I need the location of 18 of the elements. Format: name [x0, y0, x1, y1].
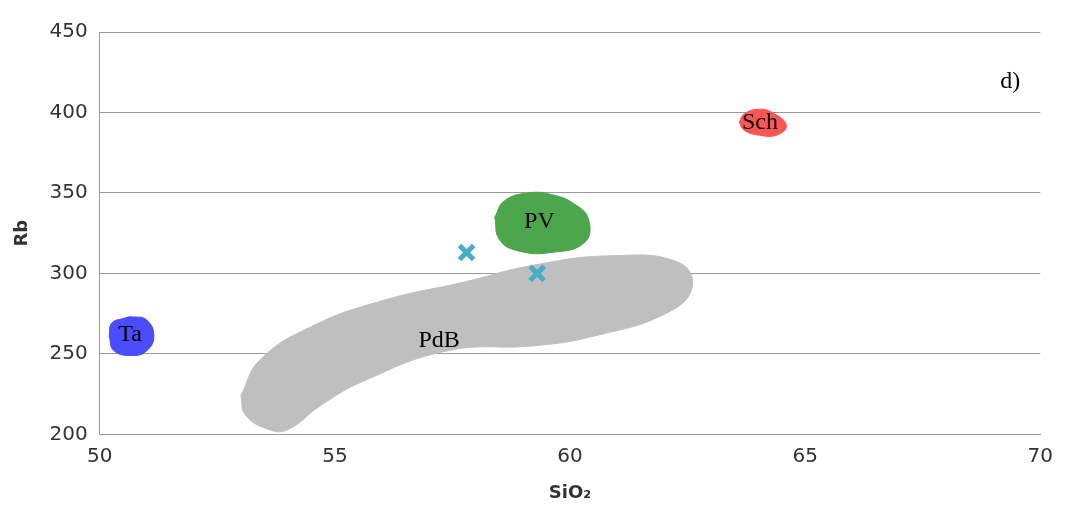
x-tick-label: 50 — [87, 442, 113, 467]
series-label: Sch — [741, 108, 778, 135]
x-axis-title: SiO₂ — [548, 480, 592, 502]
x-tick-label: 65 — [792, 442, 818, 467]
x-tick-label: 55 — [322, 442, 348, 467]
x-tick-label: 70 — [1027, 442, 1053, 467]
x-tick-label: 60 — [557, 442, 583, 467]
y-axis-title: Rb — [10, 219, 32, 247]
y-tick-label: 250 — [49, 340, 88, 365]
series-label: PV — [524, 206, 556, 233]
y-tick-label: 300 — [49, 259, 88, 284]
y-tick-label: 400 — [49, 98, 88, 123]
y-tick-label: 200 — [49, 420, 88, 445]
y-tick-label: 450 — [49, 18, 88, 43]
series-label: PdB — [418, 326, 460, 353]
series-label: Ta — [118, 319, 143, 346]
y-tick-label: 350 — [49, 179, 88, 204]
annotation: d) — [1000, 67, 1021, 94]
